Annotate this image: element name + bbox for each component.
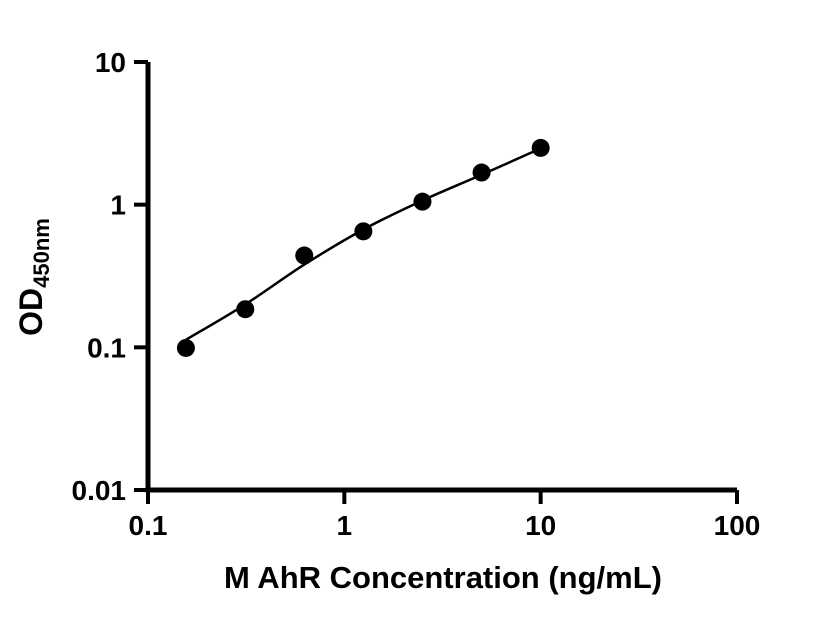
data-point [472, 163, 491, 182]
y-axis-title-subscript: 450nm [29, 218, 54, 288]
x-tick-label: 1 [337, 510, 353, 541]
data-point [236, 300, 255, 319]
x-tick-label: 10 [525, 510, 556, 541]
y-axis-title-main: OD [13, 288, 49, 336]
x-tick-label: 0.1 [129, 510, 168, 541]
data-point [354, 222, 373, 241]
y-axis-title: OD450nm [13, 218, 54, 336]
axis-spine [145, 62, 737, 493]
x-axis-title: M AhR Concentration (ng/mL) [224, 560, 662, 595]
x-tick-label: 100 [714, 510, 761, 541]
data-point [413, 192, 432, 211]
data-point [531, 138, 550, 157]
y-tick-label: 0.01 [72, 475, 127, 506]
y-tick-label: 1 [110, 190, 126, 221]
y-tick-label: 0.1 [87, 332, 126, 363]
y-tick-label: 10 [95, 47, 126, 78]
data-point [295, 246, 314, 265]
data-point [176, 338, 195, 357]
